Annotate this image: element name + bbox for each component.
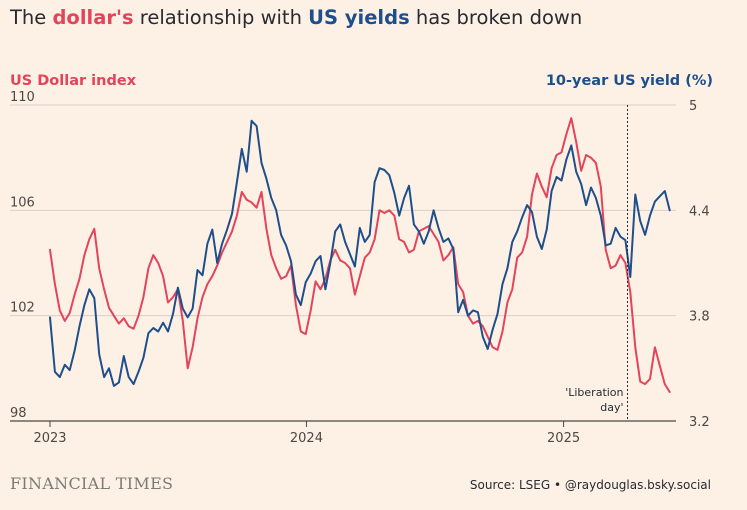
chart-title: The dollar's relationship with US yields… [10, 6, 583, 29]
brand-logo-text: FINANCIAL TIMES [10, 474, 174, 493]
gridlines [10, 104, 676, 317]
x-tick-label: 2025 [547, 431, 580, 446]
annotation-layer: 'Liberation day' [565, 105, 629, 421]
dollar-index-line [49, 117, 671, 393]
right-tick-label: 5 [689, 99, 697, 114]
left-tick-label: 98 [10, 406, 27, 421]
axes: 98 102 106 110 3.2 3.8 4.4 5 2023 2024 2025 [10, 90, 710, 446]
left-axis-title: US Dollar index [10, 73, 137, 89]
right-tick-label: 3.2 [689, 415, 710, 430]
x-tick-label: 2024 [290, 431, 323, 446]
annotation-label: day' [600, 401, 623, 414]
left-tick-label: 106 [10, 195, 35, 210]
annotation-label: 'Liberation [565, 386, 623, 399]
right-tick-label: 3.8 [689, 310, 710, 325]
title-dollar-highlight: dollar's [52, 6, 134, 29]
series-lines [49, 117, 671, 393]
x-tick-label: 2023 [33, 431, 66, 446]
right-tick-label: 4.4 [689, 204, 710, 219]
us-yield-line [49, 119, 671, 387]
left-tick-label: 110 [10, 90, 35, 105]
title-yields-highlight: US yields [308, 6, 410, 29]
source-note: Source: LSEG • @raydouglas.bsky.social [469, 478, 711, 492]
right-axis-title: 10-year US yield (%) [545, 73, 713, 89]
left-tick-label: 102 [10, 301, 35, 316]
